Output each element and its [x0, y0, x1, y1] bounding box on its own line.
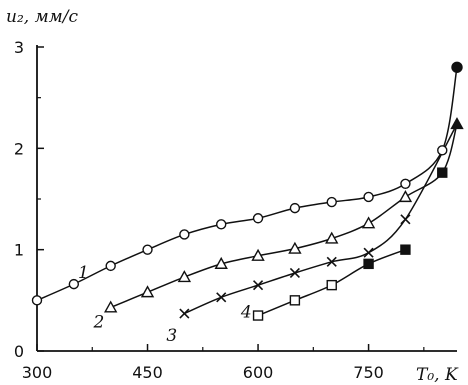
- x-tick-label: 300: [22, 363, 53, 382]
- x-tick-label: 750: [353, 363, 384, 382]
- triangle-marker: [140, 285, 155, 298]
- series-3-label: 3: [166, 326, 177, 346]
- triangle-marker: [251, 248, 265, 261]
- cross-marker-stroke: [216, 292, 227, 303]
- cross-marker-stroke: [289, 267, 300, 279]
- series-1-line: [36, 67, 458, 302]
- triangle-marker: [214, 256, 228, 269]
- series-1-label: 1: [78, 263, 89, 283]
- triangle-marker: [177, 270, 192, 283]
- circle-marker: [142, 244, 153, 255]
- triangle-marker: [103, 300, 118, 313]
- triangle-marker: [361, 216, 376, 229]
- circle-marker: [326, 196, 337, 208]
- cross-marker: [289, 267, 300, 279]
- circle-marker: [437, 145, 448, 156]
- circle-marker: [400, 178, 411, 190]
- circle-marker: [451, 61, 463, 73]
- square-marker: [400, 244, 411, 255]
- square-marker: [326, 279, 337, 291]
- circle-marker: [31, 295, 43, 306]
- cross-marker: [363, 247, 374, 258]
- series-2-line: [110, 123, 458, 309]
- cross-marker: [216, 292, 227, 303]
- square-marker: [437, 167, 448, 178]
- y-tick-label: 0: [14, 342, 24, 361]
- markers: [31, 61, 464, 321]
- cross-marker: [179, 308, 190, 319]
- y-tick-label: 1: [14, 241, 24, 260]
- x-tick-label: 600: [243, 363, 274, 382]
- series-2-label: 2: [92, 313, 104, 333]
- triangle-marker: [325, 231, 339, 244]
- x-axis-title: T₀, K: [416, 365, 459, 385]
- triangle-marker: [398, 190, 413, 203]
- cross-marker-stroke: [326, 256, 337, 267]
- y-tick-label: 2: [14, 139, 24, 158]
- cross-marker-stroke: [252, 280, 264, 291]
- circle-marker: [252, 213, 264, 224]
- cross-marker-stroke: [400, 214, 411, 225]
- curves: [36, 67, 458, 317]
- y-tick-label: 3: [14, 38, 24, 57]
- circle-marker: [105, 260, 116, 272]
- circle-marker: [216, 219, 227, 230]
- cross-marker: [326, 256, 337, 267]
- series-4-label: 4: [240, 303, 252, 323]
- square-marker: [289, 295, 301, 306]
- labels: 300 450 600 750 0 1 2 3 u₂, мм/с T₀, K 1 2 3 4: [6, 7, 459, 385]
- circle-marker: [363, 191, 374, 203]
- square-marker: [252, 310, 264, 321]
- circle-marker: [68, 278, 80, 290]
- y-axis-title: u₂, мм/с: [6, 7, 78, 27]
- cross-marker: [252, 280, 264, 291]
- square-marker: [363, 258, 374, 270]
- cross-marker: [400, 214, 411, 225]
- cross-marker-stroke: [179, 308, 190, 319]
- circle-marker: [179, 229, 190, 240]
- triangle-marker: [450, 117, 464, 130]
- triangle-marker: [288, 241, 302, 254]
- circle-marker: [289, 202, 301, 214]
- series-3-line: [184, 123, 458, 315]
- cross-marker-stroke: [363, 247, 374, 258]
- x-tick-label: 450: [132, 363, 163, 382]
